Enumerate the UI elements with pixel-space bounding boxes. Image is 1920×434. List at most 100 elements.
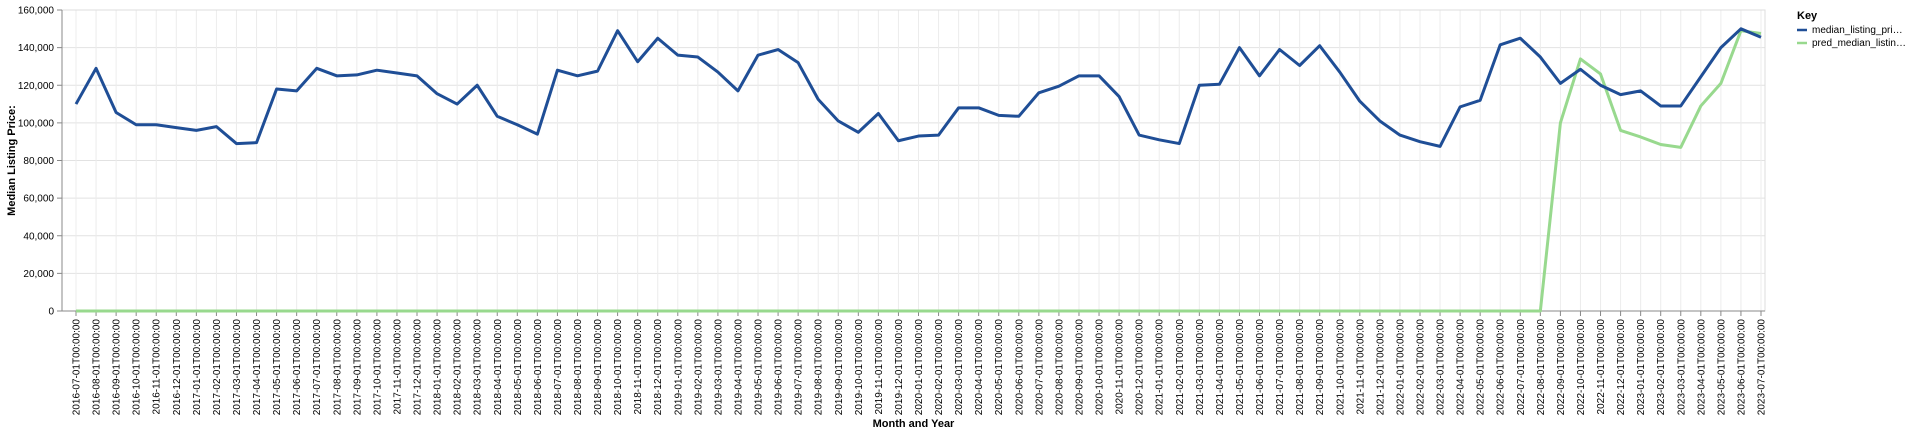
x-tick-label: 2019-10-01T00:00:00 (854, 319, 865, 416)
x-tick-label: 2020-01-01T00:00:00 (914, 319, 925, 416)
x-tick-label: 2018-08-01T00:00:00 (573, 319, 584, 416)
x-tick-label: 2022-10-01T00:00:00 (1576, 319, 1587, 416)
x-tick-label: 2019-03-01T00:00:00 (713, 319, 724, 416)
x-tick-label: 2018-10-01T00:00:00 (613, 319, 624, 416)
y-tick-label: 60,000 (23, 194, 54, 205)
y-axis-title: Median Listing Price: (6, 105, 18, 216)
x-tick-label: 2016-12-01T00:00:00 (172, 319, 183, 416)
x-tick-label: 2017-03-01T00:00:00 (232, 319, 243, 416)
x-tick-label: 2022-02-01T00:00:00 (1415, 319, 1426, 416)
x-tick-label: 2019-05-01T00:00:00 (754, 319, 765, 416)
x-tick-label: 2016-11-01T00:00:00 (152, 319, 163, 415)
y-tick-label: 80,000 (23, 156, 54, 167)
y-tick-label: 120,000 (18, 81, 55, 92)
x-tick-label: 2017-10-01T00:00:00 (372, 319, 383, 416)
x-tick-label: 2022-12-01T00:00:00 (1616, 319, 1627, 416)
x-tick-label: 2020-12-01T00:00:00 (1135, 319, 1146, 416)
x-tick-label: 2019-09-01T00:00:00 (834, 319, 845, 416)
x-tick-label: 2021-05-01T00:00:00 (1235, 319, 1246, 416)
x-tick-label: 2021-06-01T00:00:00 (1255, 319, 1266, 416)
x-tick-label: 2022-08-01T00:00:00 (1536, 319, 1547, 416)
x-tick-label: 2019-01-01T00:00:00 (673, 319, 684, 416)
x-tick-label: 2019-04-01T00:00:00 (733, 319, 744, 416)
y-tick-label: 100,000 (18, 118, 55, 129)
x-tick-label: 2018-06-01T00:00:00 (533, 319, 544, 416)
x-tick-label: 2023-02-01T00:00:00 (1656, 319, 1667, 416)
legend: Key median_listing_pri… pred_median_listi… (1797, 10, 1906, 49)
x-tick-label: 2019-06-01T00:00:00 (774, 319, 785, 416)
x-tick-label: 2019-02-01T00:00:00 (693, 319, 704, 416)
x-tick-label: 2020-03-01T00:00:00 (954, 319, 965, 416)
x-tick-label: 2018-05-01T00:00:00 (513, 319, 524, 416)
x-tick-label: 2017-08-01T00:00:00 (332, 319, 343, 416)
x-tick-label: 2017-04-01T00:00:00 (252, 319, 263, 416)
x-tick-label: 2019-12-01T00:00:00 (894, 319, 905, 416)
x-tick-label: 2018-12-01T00:00:00 (653, 319, 664, 416)
x-tick-label: 2023-01-01T00:00:00 (1636, 319, 1647, 416)
series-line-1 (74, 27, 1762, 148)
x-tick-label: 2017-12-01T00:00:00 (413, 319, 424, 416)
legend-title: Key (1797, 10, 1818, 22)
x-tick-label: 2016-07-01T00:00:00 (72, 319, 83, 416)
x-tick-label: 2021-02-01T00:00:00 (1175, 319, 1186, 416)
x-tick-label: 2017-09-01T00:00:00 (352, 319, 363, 416)
x-tick-label: 2017-07-01T00:00:00 (312, 319, 323, 416)
x-tick-label: 2020-07-01T00:00:00 (1034, 319, 1045, 416)
x-tick-label: 2022-09-01T00:00:00 (1556, 319, 1567, 416)
y-axis-ticks: 0 20,000 40,000 60,000 80,000 100,000 120,000 1… (18, 6, 62, 318)
y-tick-label: 140,000 (18, 43, 55, 54)
x-tick-label: 2020-09-01T00:00:00 (1074, 319, 1085, 416)
x-tick-label: 2023-03-01T00:00:00 (1676, 319, 1687, 416)
x-tick-label: 2018-11-01T00:00:00 (633, 319, 644, 415)
x-tick-label: 2022-05-01T00:00:00 (1476, 319, 1487, 416)
x-axis-ticks: 2016-07-01T00:00:00 2016-08-01T00:00:00 20… (72, 311, 1768, 415)
x-tick-label: 2022-11-01T00:00:00 (1596, 319, 1607, 415)
x-tick-label: 2022-03-01T00:00:00 (1436, 319, 1447, 416)
x-tick-label: 2023-04-01T00:00:00 (1696, 319, 1707, 416)
x-tick-label: 2018-09-01T00:00:00 (593, 319, 604, 416)
x-tick-label: 2017-05-01T00:00:00 (272, 319, 283, 416)
x-tick-label: 2021-04-01T00:00:00 (1215, 319, 1226, 416)
x-tick-label: 2020-08-01T00:00:00 (1054, 319, 1065, 416)
x-tick-label: 2021-03-01T00:00:00 (1195, 319, 1206, 416)
x-tick-label: 2022-07-01T00:00:00 (1516, 319, 1527, 416)
legend-label: pred_median_listin… (1812, 38, 1906, 49)
x-tick-label: 2020-11-01T00:00:00 (1115, 319, 1126, 415)
y-tick-label: 40,000 (23, 231, 54, 242)
x-tick-label: 2022-01-01T00:00:00 (1395, 319, 1406, 416)
x-tick-label: 2017-06-01T00:00:00 (292, 319, 303, 416)
x-tick-label: 2019-07-01T00:00:00 (794, 319, 805, 416)
x-tick-label: 2016-10-01T00:00:00 (132, 319, 143, 416)
x-tick-label: 2018-02-01T00:00:00 (453, 319, 464, 416)
x-tick-label: 2018-04-01T00:00:00 (493, 319, 504, 416)
x-tick-label: 2020-02-01T00:00:00 (934, 319, 945, 416)
x-tick-label: 2017-02-01T00:00:00 (212, 319, 223, 416)
x-tick-label: 2018-01-01T00:00:00 (433, 319, 444, 416)
x-tick-label: 2021-12-01T00:00:00 (1375, 319, 1386, 416)
legend-label: median_listing_pri… (1812, 25, 1903, 36)
x-tick-label: 2021-08-01T00:00:00 (1295, 319, 1306, 416)
x-tick-label: 2021-11-01T00:00:00 (1355, 319, 1366, 415)
x-tick-label: 2020-06-01T00:00:00 (1014, 319, 1025, 416)
x-tick-label: 2022-06-01T00:00:00 (1496, 319, 1507, 416)
x-tick-label: 2020-10-01T00:00:00 (1095, 319, 1106, 416)
x-tick-label: 2016-08-01T00:00:00 (92, 319, 103, 416)
x-tick-label: 2021-07-01T00:00:00 (1275, 319, 1286, 416)
x-tick-label: 2023-05-01T00:00:00 (1716, 319, 1727, 416)
x-tick-label: 2017-11-01T00:00:00 (392, 319, 403, 415)
x-tick-label: 2018-07-01T00:00:00 (553, 319, 564, 416)
gridlines (62, 9, 1765, 312)
x-tick-label: 2021-10-01T00:00:00 (1335, 319, 1346, 416)
y-tick-label: 160,000 (18, 6, 55, 17)
x-axis-title: Month and Year (873, 418, 955, 430)
x-tick-label: 2019-08-01T00:00:00 (814, 319, 825, 416)
x-tick-label: 2022-04-01T00:00:00 (1456, 319, 1467, 416)
series-line-2 (76, 29, 1762, 313)
x-tick-label: 2016-09-01T00:00:00 (112, 319, 123, 416)
y-tick-label: 0 (48, 307, 54, 318)
series-lines (74, 27, 1762, 313)
x-tick-label: 2020-04-01T00:00:00 (974, 319, 985, 416)
x-tick-label: 2017-01-01T00:00:00 (192, 319, 203, 416)
x-tick-label: 2023-07-01T00:00:00 (1757, 319, 1768, 416)
